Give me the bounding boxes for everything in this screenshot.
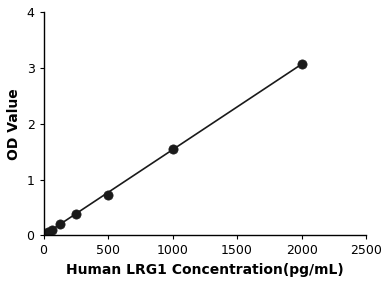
Point <box>298 62 305 66</box>
Point <box>56 222 63 227</box>
Point <box>73 212 79 216</box>
Point <box>170 147 176 151</box>
Point <box>40 231 47 236</box>
Point <box>48 227 54 232</box>
Point <box>105 193 111 197</box>
Y-axis label: OD Value: OD Value <box>7 88 21 160</box>
Point <box>44 230 51 234</box>
X-axis label: Human LRG1 Concentration(pg/mL): Human LRG1 Concentration(pg/mL) <box>66 263 344 277</box>
